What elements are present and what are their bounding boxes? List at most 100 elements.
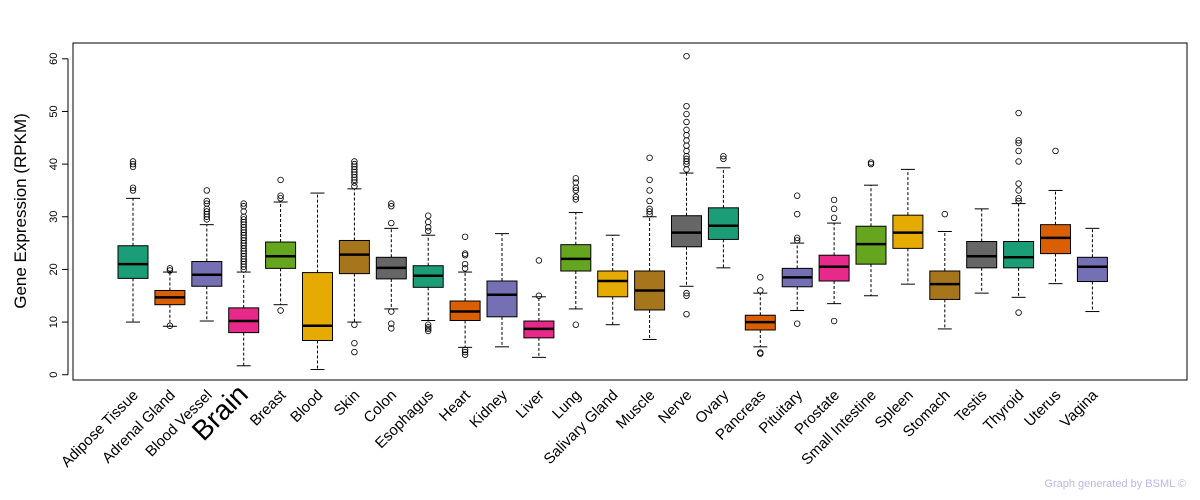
- outlier-point: [646, 205, 653, 213]
- box-adipose-tissue: [117, 158, 149, 323]
- outlier-point: [388, 203, 395, 210]
- outlier-point: [1015, 195, 1022, 202]
- chart-credit: Graph generated by BSML ©: [1044, 478, 1186, 490]
- outlier-point: [535, 292, 543, 299]
- outlier-point: [388, 308, 395, 315]
- box-skin: [338, 158, 370, 356]
- outlier-point: [425, 224, 432, 231]
- box-nerve: [671, 52, 702, 318]
- outlier-point: [646, 208, 653, 215]
- outlier-point: [683, 155, 690, 163]
- box-thyroid: [1003, 109, 1035, 316]
- outlier-point: [683, 118, 690, 126]
- box-pancreas: [744, 274, 776, 357]
- box-stomach: [929, 210, 961, 330]
- outlier-point: [830, 214, 838, 222]
- outlier-point: [646, 197, 653, 205]
- outlier-point: [461, 250, 469, 257]
- x-tick-label: Thyroid: [980, 387, 1027, 434]
- box-testis: [966, 208, 998, 294]
- outlier-point: [830, 196, 838, 204]
- box-body: [597, 270, 629, 298]
- outlier-point: [129, 184, 137, 192]
- outlier-point: [461, 348, 469, 356]
- outlier-point: [203, 197, 210, 205]
- outlier-point: [1015, 137, 1022, 144]
- box-small-intestine: [855, 159, 887, 297]
- box-breast: [265, 176, 297, 314]
- box-body: [1076, 256, 1108, 283]
- y-tick-label: 50: [48, 105, 60, 117]
- outlier-point: [240, 208, 247, 215]
- outlier-point: [683, 142, 690, 149]
- outlier-point: [388, 325, 395, 332]
- outlier-point: [794, 320, 801, 327]
- outlier-point: [794, 234, 801, 242]
- outlier-point: [351, 183, 358, 190]
- outlier-point: [683, 102, 690, 110]
- outlier-point: [425, 227, 432, 235]
- outlier-point: [388, 320, 395, 327]
- outlier-point: [757, 274, 764, 281]
- outlier-point: [683, 137, 690, 144]
- outlier-point: [425, 327, 432, 335]
- outlier-point: [1052, 147, 1059, 155]
- outlier-point: [351, 321, 358, 328]
- outlier-point: [277, 192, 284, 199]
- y-tick-label: 60: [48, 53, 60, 65]
- outlier-point: [794, 210, 801, 218]
- outlier-point: [425, 325, 432, 333]
- box-colon: [375, 200, 407, 332]
- outlier-point: [240, 203, 247, 210]
- outlier-point: [461, 265, 469, 272]
- outlier-point: [461, 233, 469, 240]
- outlier-point: [830, 205, 838, 213]
- outlier-point: [203, 200, 210, 207]
- box-spleen: [892, 168, 924, 285]
- box-liver: [523, 257, 555, 358]
- outlier-point: [757, 287, 764, 294]
- outlier-point: [572, 187, 579, 194]
- outlier-point: [683, 310, 690, 318]
- outlier-point: [683, 166, 690, 173]
- box-body: [302, 272, 333, 342]
- y-tick-label: 0: [48, 372, 60, 378]
- outlier-point: [351, 348, 358, 356]
- y-tick-label: 10: [48, 316, 60, 328]
- outlier-point: [166, 265, 174, 272]
- outlier-point: [461, 252, 469, 259]
- outlier-point: [646, 176, 653, 184]
- outlier-point: [1015, 109, 1022, 117]
- box-ovary: [707, 153, 739, 269]
- boxes-group: [117, 52, 1108, 370]
- outlier-point: [1015, 158, 1022, 165]
- box-lung: [560, 175, 592, 328]
- outlier-point: [425, 324, 432, 331]
- box-prostate: [818, 196, 850, 325]
- outlier-point: [203, 208, 210, 215]
- outlier-point: [572, 196, 579, 203]
- outlier-point: [572, 193, 579, 200]
- outlier-point: [794, 192, 801, 199]
- box-kidney: [486, 233, 518, 348]
- box-pituitary: [781, 192, 813, 327]
- box-brain: [228, 200, 260, 367]
- box-body: [707, 207, 739, 240]
- y-axis: 0 10 20 30 40 50 60: [48, 53, 69, 378]
- outlier-point: [461, 346, 469, 354]
- y-tick-label: 30: [48, 211, 60, 223]
- outlier-point: [683, 147, 690, 155]
- outlier-point: [794, 237, 801, 244]
- outlier-point: [240, 216, 247, 223]
- outlier-point: [388, 219, 395, 227]
- x-tick-label: Muscle: [613, 387, 659, 433]
- outlier-point: [388, 200, 395, 207]
- box-blood: [302, 192, 333, 370]
- x-tick-label: Uterus: [1021, 387, 1064, 430]
- outlier-point: [277, 176, 284, 184]
- outlier-point: [425, 218, 432, 226]
- x-tick-label: Kidney: [466, 386, 511, 431]
- box-body: [966, 241, 998, 269]
- box-vagina: [1076, 227, 1108, 313]
